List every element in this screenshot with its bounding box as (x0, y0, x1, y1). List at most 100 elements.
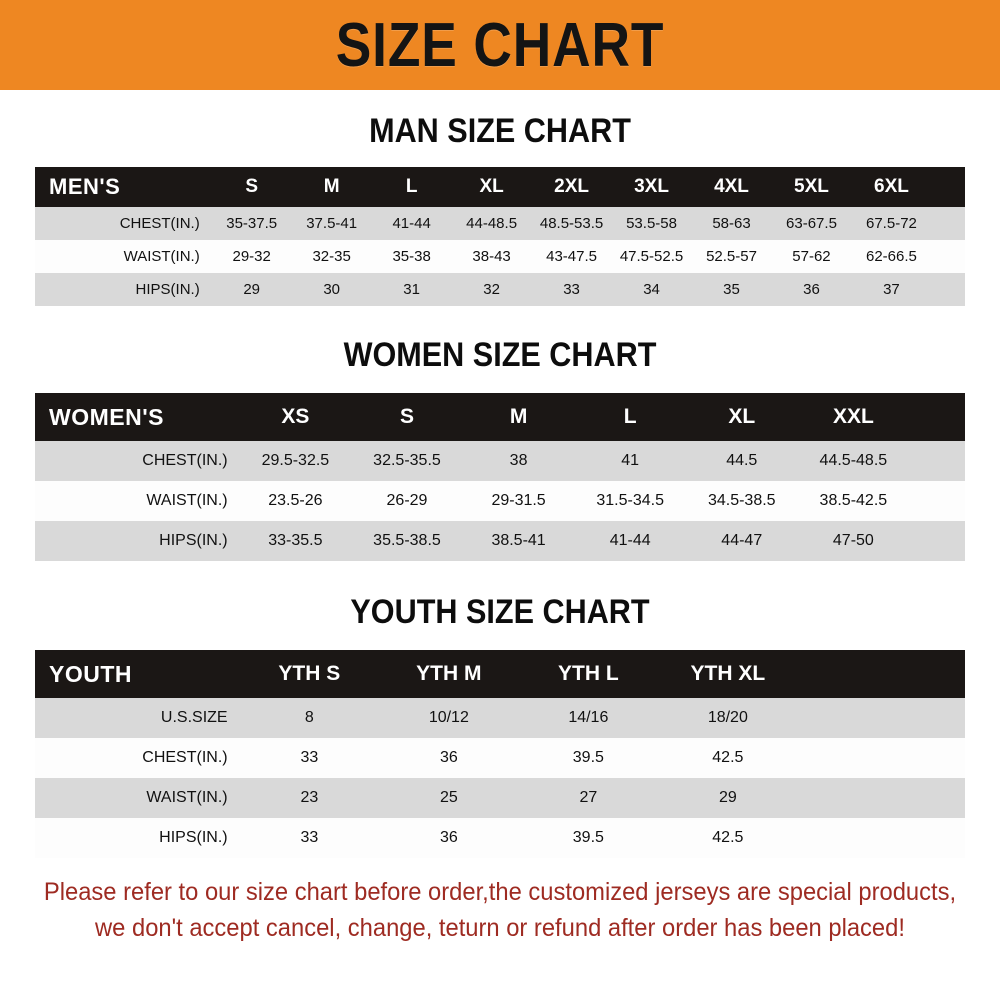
table-cell: 30 (291, 273, 372, 306)
table-cell: 48.5-53.5 (531, 207, 612, 240)
table-cell: 47-50 (797, 521, 910, 561)
table-row: WAIST(IN.) 23.5-26 26-29 29-31.5 31.5-34.5 34… (35, 481, 965, 521)
men-row-label-1: CHEST(IN.) (35, 207, 212, 240)
youth-column-header-2: YTH M (379, 650, 519, 698)
youth-section-title: YOUTH SIZE CHART (350, 593, 650, 631)
women-column-header-2: S (351, 393, 463, 441)
table-cell: 58-63 (691, 207, 772, 240)
table-cell: 57-62 (771, 240, 852, 273)
table-cell: 36 (771, 273, 852, 306)
table-cell: 29-32 (211, 240, 292, 273)
table-cell: 31 (371, 273, 452, 306)
women-row-label-2: WAIST(IN.) (35, 481, 240, 521)
table-cell: 35-38 (371, 240, 452, 273)
table-row: U.S.SIZE 8 10/12 14/16 18/20 (35, 698, 965, 738)
table-row: WAIST(IN.) 29-32 32-35 35-38 38-43 43-47.5 47.… (35, 240, 965, 273)
table-cell: 25 (379, 778, 519, 818)
women-column-header-4: L (574, 393, 686, 441)
table-cell: 23 (239, 778, 380, 818)
men-row-spacer (931, 240, 965, 273)
youth-table-header-row: YOUTH YTH S YTH M YTH L YTH XL (35, 650, 965, 698)
table-cell: 35 (691, 273, 772, 306)
table-cell: 62-66.5 (851, 240, 932, 273)
table-cell: 67.5-72 (851, 207, 932, 240)
men-column-header-5: 2XL (531, 167, 612, 207)
men-row-label-3: HIPS(IN.) (35, 273, 212, 306)
youth-table-corner-label: YOUTH (35, 650, 240, 698)
women-size-section: WOMEN SIZE CHART WOMEN'S XS S M L XL XXL CHEST(… (0, 336, 1000, 561)
table-cell: 41-44 (371, 207, 452, 240)
women-row-spacer (909, 481, 965, 521)
women-size-table: WOMEN'S XS S M L XL XXL CHEST(IN.) 29.5-32.5 32.5… (35, 393, 965, 561)
table-cell: 42.5 (658, 738, 798, 778)
order-policy-note: Please refer to our size chart before or… (42, 874, 958, 947)
men-size-table: MEN'S S M L XL 2XL 3XL 4XL 5XL 6XL CHEST(IN.) 35-37… (35, 167, 965, 306)
table-cell: 35.5-38.5 (351, 521, 463, 561)
order-policy-line-1: Please refer to our size chart before or… (43, 878, 957, 906)
women-table-header-row: WOMEN'S XS S M L XL XXL (35, 393, 965, 441)
table-cell: 32.5-35.5 (351, 441, 463, 481)
women-row-spacer (909, 441, 965, 481)
youth-header-spacer (797, 650, 965, 698)
men-column-header-1: S (211, 167, 292, 207)
table-cell: 31.5-34.5 (574, 481, 686, 521)
table-cell: 47.5-52.5 (611, 240, 692, 273)
table-row: WAIST(IN.) 23 25 27 29 (35, 778, 965, 818)
men-row-label-2: WAIST(IN.) (35, 240, 212, 273)
table-cell: 38.5-42.5 (797, 481, 910, 521)
youth-row-label-3: WAIST(IN.) (35, 778, 240, 818)
page-banner: SIZE CHART (0, 0, 1000, 90)
table-cell: 36 (379, 738, 519, 778)
table-cell: 8 (239, 698, 380, 738)
table-cell: 34.5-38.5 (685, 481, 798, 521)
table-cell: 63-67.5 (771, 207, 852, 240)
men-column-header-4: XL (451, 167, 532, 207)
table-cell: 27 (518, 778, 659, 818)
table-cell: 41-44 (574, 521, 686, 561)
table-row: CHEST(IN.) 29.5-32.5 32.5-35.5 38 41 44.5 44.5… (35, 441, 965, 481)
table-row: HIPS(IN.) 29 30 31 32 33 34 35 36 37 (35, 273, 965, 306)
page-title: SIZE CHART (335, 10, 665, 80)
youth-row-spacer (797, 818, 965, 858)
men-column-header-3: L (371, 167, 452, 207)
women-column-header-6: XXL (797, 393, 910, 441)
men-column-header-8: 5XL (771, 167, 852, 207)
table-cell: 38 (462, 441, 575, 481)
men-row-spacer (931, 207, 965, 240)
table-cell: 39.5 (518, 738, 659, 778)
table-row: CHEST(IN.) 35-37.5 37.5-41 41-44 44-48.5 48.5… (35, 207, 965, 240)
table-cell: 41 (574, 441, 686, 481)
youth-row-spacer (797, 778, 965, 818)
women-row-label-3: HIPS(IN.) (35, 521, 240, 561)
table-cell: 44-47 (685, 521, 798, 561)
women-row-label-1: CHEST(IN.) (35, 441, 240, 481)
men-row-spacer (931, 273, 965, 306)
table-cell: 18/20 (658, 698, 798, 738)
youth-row-label-1: U.S.SIZE (35, 698, 240, 738)
table-cell: 37.5-41 (291, 207, 372, 240)
youth-row-spacer (797, 698, 965, 738)
table-cell: 29 (658, 778, 798, 818)
table-cell: 43-47.5 (531, 240, 612, 273)
table-cell: 36 (379, 818, 519, 858)
table-cell: 37 (851, 273, 932, 306)
women-header-spacer (909, 393, 965, 441)
table-cell: 44.5-48.5 (797, 441, 910, 481)
women-table-corner-label: WOMEN'S (35, 393, 240, 441)
youth-row-label-2: CHEST(IN.) (35, 738, 240, 778)
table-cell: 14/16 (518, 698, 659, 738)
table-cell: 29-31.5 (462, 481, 575, 521)
men-column-header-7: 4XL (691, 167, 772, 207)
youth-row-label-4: HIPS(IN.) (35, 818, 240, 858)
women-column-header-5: XL (685, 393, 798, 441)
youth-column-header-3: YTH L (518, 650, 659, 698)
table-cell: 33 (239, 818, 380, 858)
men-table-corner-label: MEN'S (35, 167, 212, 207)
table-row: CHEST(IN.) 33 36 39.5 42.5 (35, 738, 965, 778)
women-section-title: WOMEN SIZE CHART (343, 336, 657, 374)
men-column-header-9: 6XL (851, 167, 932, 207)
table-cell: 38.5-41 (462, 521, 575, 561)
men-table-header-row: MEN'S S M L XL 2XL 3XL 4XL 5XL 6XL (35, 167, 965, 207)
order-policy-line-2: we don't accept cancel, change, teturn o… (95, 914, 905, 943)
table-cell: 33 (239, 738, 380, 778)
